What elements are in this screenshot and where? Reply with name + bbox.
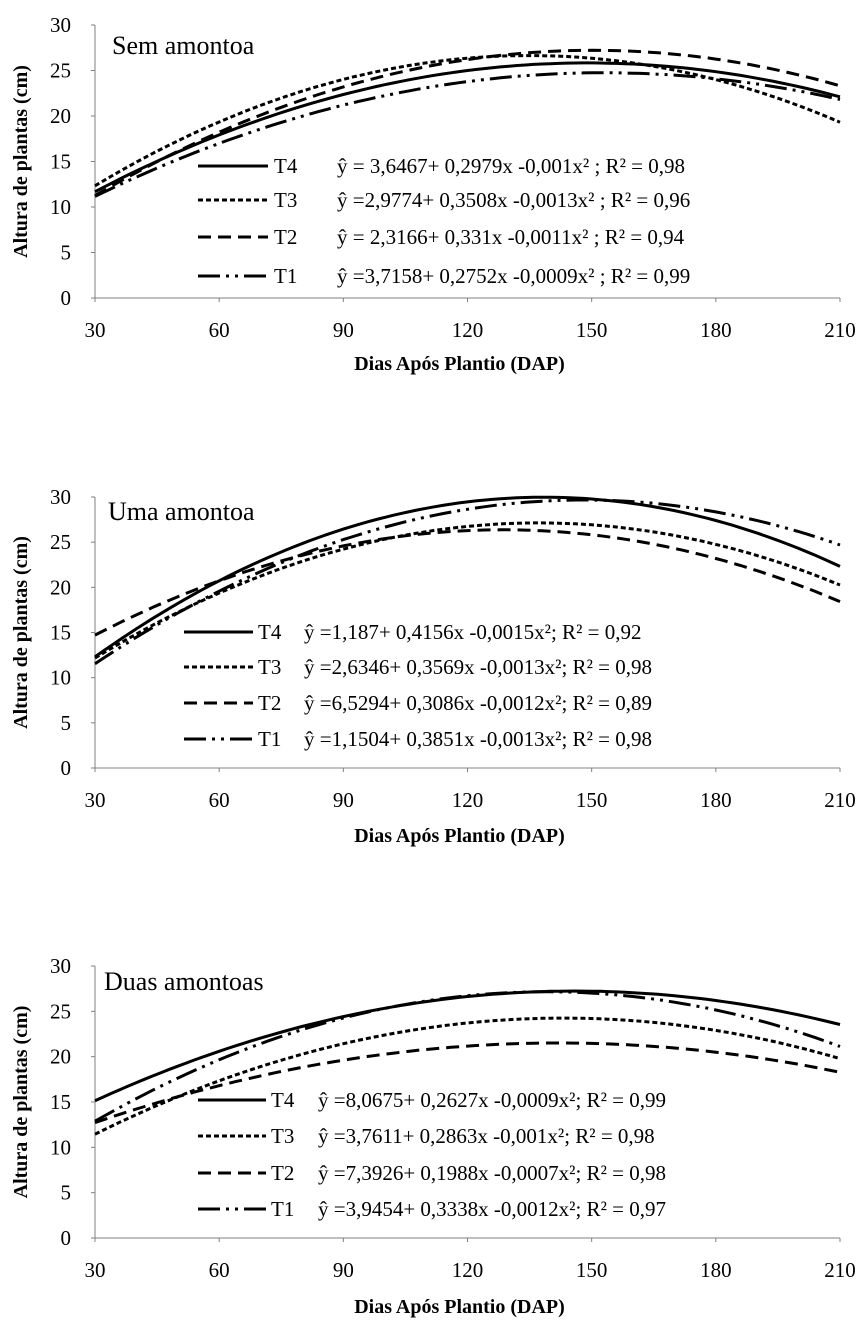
x-tick-label: 210 [824,318,856,342]
series-line-t2 [94,1041,841,1125]
legend-equation: ŷ =8,0675+ 0,2627x -0,0009x²; R² = 0,99 [318,1088,666,1112]
legend-series-name: T1 [271,1197,294,1221]
panel-title: Duas amontoas [104,967,264,996]
y-tick-label: 15 [50,621,71,645]
y-tick-label: 5 [61,241,72,265]
legend-equation: ŷ = 2,3166+ 0,331x -0,0011x² ; R² = 0,94 [337,225,685,249]
legend-equation: ŷ =6,5294+ 0,3086x -0,0012x²; R² = 0,89 [304,691,652,715]
x-tick-label: 180 [700,788,732,812]
legend-series-name: T1 [274,264,297,288]
legend: T4 ŷ =8,0675+ 0,2627x -0,0009x²; R² = 0,9… [198,1088,666,1221]
legend-series-name: T3 [274,188,297,212]
chart-panel-2: 0 5 10 15 20 25 30 30 60 90 120 150 180 210 Dias Após … [10,485,856,847]
legend-equation: ŷ =2,6346+ 0,3569x -0,0013x²; R² = 0,98 [304,655,652,679]
y-tick-label: 0 [61,1226,72,1250]
x-tick-label: 30 [85,1258,106,1282]
y-tick-label: 10 [50,195,71,219]
series-line-t4 [94,61,841,194]
legend-series-name: T4 [274,154,298,178]
x-tick-label: 120 [452,788,484,812]
y-axis-label: Altura de plantas (cm) [10,65,32,258]
legend-series-name: T4 [271,1088,295,1112]
y-tick-label: 20 [50,104,71,128]
y-tick-label: 25 [50,530,71,554]
y-tick-label: 0 [61,286,72,310]
series-line-t3 [94,54,841,188]
legend-series-name: T3 [258,655,281,679]
panel-title: Uma amontoa [108,497,255,526]
x-axis-label: Dias Após Plantio (DAP) [354,1296,565,1318]
legend-series-name: T2 [274,225,297,249]
legend-equation: ŷ =7,3926+ 0,1988x -0,0007x²; R² = 0,98 [318,1161,666,1185]
legend-series-name: T1 [258,727,281,751]
legend-equation: ŷ =2,9774+ 0,3508x -0,0013x² ; R² = 0,96 [337,188,690,212]
y-tick-label: 30 [50,13,71,37]
series-line-t3 [94,1016,841,1136]
legend-equation: ŷ = 3,6467+ 0,2979x -0,001x² ; R² = 0,98 [337,154,685,178]
series-line-t4 [94,495,841,659]
legend-equation: ŷ =1,187+ 0,4156x -0,0015x²; R² = 0,92 [304,620,641,644]
x-tick-label: 180 [700,1258,732,1282]
x-tick-label: 60 [209,318,230,342]
x-tick-label: 90 [333,1258,354,1282]
x-tick-label: 30 [85,788,106,812]
y-tick-label: 20 [50,1045,71,1069]
series-line-t2 [94,48,841,197]
y-tick-label: 25 [50,999,71,1023]
y-tick-label: 15 [50,150,71,174]
x-tick-label: 150 [576,1258,608,1282]
x-tick-label: 210 [824,788,856,812]
series-line-t4 [94,989,841,1103]
x-tick-label: 120 [452,1258,484,1282]
y-tick-label: 5 [61,1181,72,1205]
legend-equation: ŷ =3,7158+ 0,2752x -0,0009x² ; R² = 0,99 [337,264,690,288]
legend-equation: ŷ =1,1504+ 0,3851x -0,0013x²; R² = 0,98 [304,727,652,751]
legend-equation: ŷ =3,7611+ 0,2863x -0,001x²; R² = 0,98 [318,1124,655,1148]
x-tick-label: 90 [333,318,354,342]
x-axis-label: Dias Após Plantio (DAP) [354,353,565,375]
x-tick-label: 60 [209,1258,230,1282]
y-tick-label: 5 [61,711,72,735]
x-tick-label: 210 [824,1258,856,1282]
y-tick-label: 20 [50,575,71,599]
legend: T4 ŷ =1,187+ 0,4156x -0,0015x²; R² = 0,92… [184,620,652,751]
legend-series-name: T2 [271,1161,294,1185]
x-tick-label: 180 [700,318,732,342]
series-line-t2 [94,528,841,637]
y-axis-label: Altura de plantas (cm) [10,1006,32,1199]
legend-equation: ŷ =3,9454+ 0,3338x -0,0012x²; R² = 0,97 [318,1197,666,1221]
x-tick-label: 60 [209,788,230,812]
x-tick-label: 150 [576,318,608,342]
y-tick-label: 30 [50,485,71,509]
y-tick-label: 10 [50,666,71,690]
y-axis-label: Altura de plantas (cm) [10,536,32,729]
x-axis-label: Dias Após Plantio (DAP) [354,825,565,847]
series-line-t3 [94,521,841,660]
y-tick-label: 25 [50,59,71,83]
legend-series-name: T2 [258,691,281,715]
x-tick-label: 90 [333,788,354,812]
y-tick-label: 15 [50,1090,71,1114]
series-line-t1 [94,498,841,666]
x-tick-label: 30 [85,318,106,342]
x-tick-label: 150 [576,788,608,812]
y-tick-label: 10 [50,1135,71,1159]
legend: T4 ŷ = 3,6467+ 0,2979x -0,001x² ; R² = 0,… [198,154,690,288]
legend-series-name: T4 [258,620,282,644]
chart-panel-1: 0 5 10 15 20 25 30 30 60 90 120 150 180 210 Dias Após … [10,13,856,375]
x-tick-label: 120 [452,318,484,342]
y-tick-label: 30 [50,954,71,978]
legend-series-name: T3 [271,1124,294,1148]
chart-panel-3: 0 5 10 15 20 25 30 30 60 90 120 150 180 210 Dias Após … [10,954,856,1318]
y-tick-label: 0 [61,756,72,780]
panel-title: Sem amontoa [112,31,255,60]
